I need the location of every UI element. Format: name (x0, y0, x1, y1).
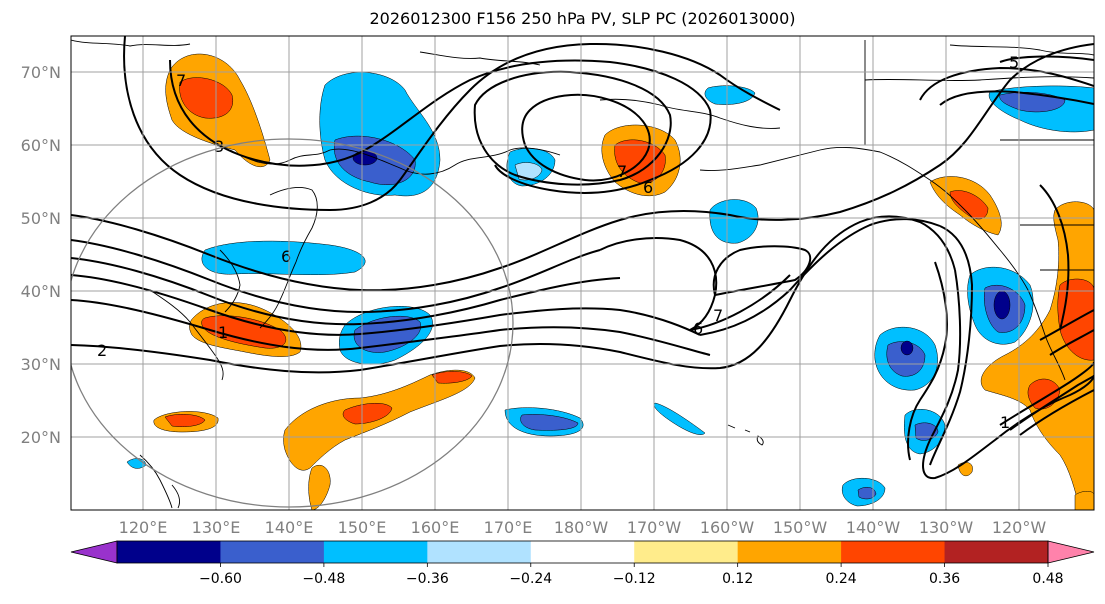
lon-label: 180°W (554, 518, 609, 537)
contour-label: 7 (617, 162, 627, 181)
colorbar-segment (323, 541, 428, 563)
colorbar-tick-label: −0.12 (613, 571, 656, 587)
colorbar-ticks: −0.60 −0.48 −0.36 −0.24 −0.12 0.12 0.24 0.36 0.4… (199, 563, 1064, 587)
lon-label: 130°E (192, 518, 241, 537)
colorbar-tick-label: 0.24 (826, 571, 857, 587)
colorbar-tick-label: 0.36 (929, 571, 960, 587)
colorbar-segment (944, 541, 1049, 563)
colorbar-tick-label: −0.60 (199, 571, 242, 587)
lat-label: 40°N (21, 282, 61, 301)
contour-label: 6 (281, 247, 291, 266)
latitude-labels: 70°N 60°N 50°N 40°N 30°N 20°N (21, 63, 61, 447)
lat-label: 30°N (21, 355, 61, 374)
colorbar-frame (116, 540, 1049, 564)
lon-label: 140°E (265, 518, 314, 537)
slp-contours (71, 36, 1094, 480)
lat-label: 50°N (21, 209, 61, 228)
contour-label: 2 (97, 341, 107, 360)
colorbar-tick-label: −0.24 (509, 571, 552, 587)
colorbar-tick-label: −0.48 (302, 571, 345, 587)
colorbar-extend-min (70, 540, 118, 564)
contour-label: 1 (1000, 413, 1010, 432)
lat-label: 20°N (21, 428, 61, 447)
contour-labels: 7 3 6 2 1 7 6 6 7 1 5 (97, 53, 1019, 432)
coastlines (71, 39, 1094, 509)
contour-label: 6 (643, 178, 653, 197)
colorbar-tick-label: 0.12 (722, 571, 753, 587)
contour-label: 7 (176, 71, 186, 90)
lon-label: 170°W (627, 518, 682, 537)
lon-label: 120°W (992, 518, 1047, 537)
colorbar-segment (427, 541, 532, 563)
lat-label: 70°N (21, 63, 61, 82)
lon-label: 120°E (119, 518, 168, 537)
map-frame (70, 35, 1095, 511)
lon-label: 150°E (338, 518, 387, 537)
colorbar-segment (634, 541, 739, 563)
colorbar-extend-max (1047, 540, 1095, 564)
colorbar: −0.60 −0.48 −0.36 −0.24 −0.12 0.12 0.24 0.36 0.4… (70, 540, 1095, 587)
contour-label: 3 (214, 137, 224, 156)
contour-label: 5 (1009, 53, 1019, 72)
colorbar-tick-label: 0.48 (1032, 571, 1063, 587)
lon-label: 150°W (773, 518, 828, 537)
lat-label: 60°N (21, 136, 61, 155)
lon-label: 130°W (919, 518, 974, 537)
contour-label: 6 (693, 319, 703, 338)
lon-label: 140°W (846, 518, 901, 537)
longitude-labels: 120°E 130°E 140°E 150°E 160°E 170°E 180°… (119, 518, 1047, 537)
lon-label: 160°W (700, 518, 755, 537)
positive-pv-anomalies (153, 53, 1094, 510)
colorbar-segment (737, 541, 842, 563)
colorbar-segment (841, 541, 946, 563)
colorbar-segments (70, 540, 1095, 564)
colorbar-tick-label: −0.36 (406, 571, 449, 587)
colorbar-segment (117, 541, 221, 563)
range-circle (71, 138, 514, 508)
map-field: 7 3 6 2 1 7 6 6 7 1 5 (71, 36, 1094, 510)
colorbar-segment (220, 541, 325, 563)
lon-label: 160°E (411, 518, 460, 537)
colorbar-segment (530, 541, 635, 563)
graticule (71, 36, 1094, 510)
contour-label: 7 (713, 306, 723, 325)
contour-label: 1 (218, 323, 228, 342)
lon-label: 170°E (484, 518, 533, 537)
map-title: 2026012300 F156 250 hPa PV, SLP PC (2026… (369, 9, 796, 28)
